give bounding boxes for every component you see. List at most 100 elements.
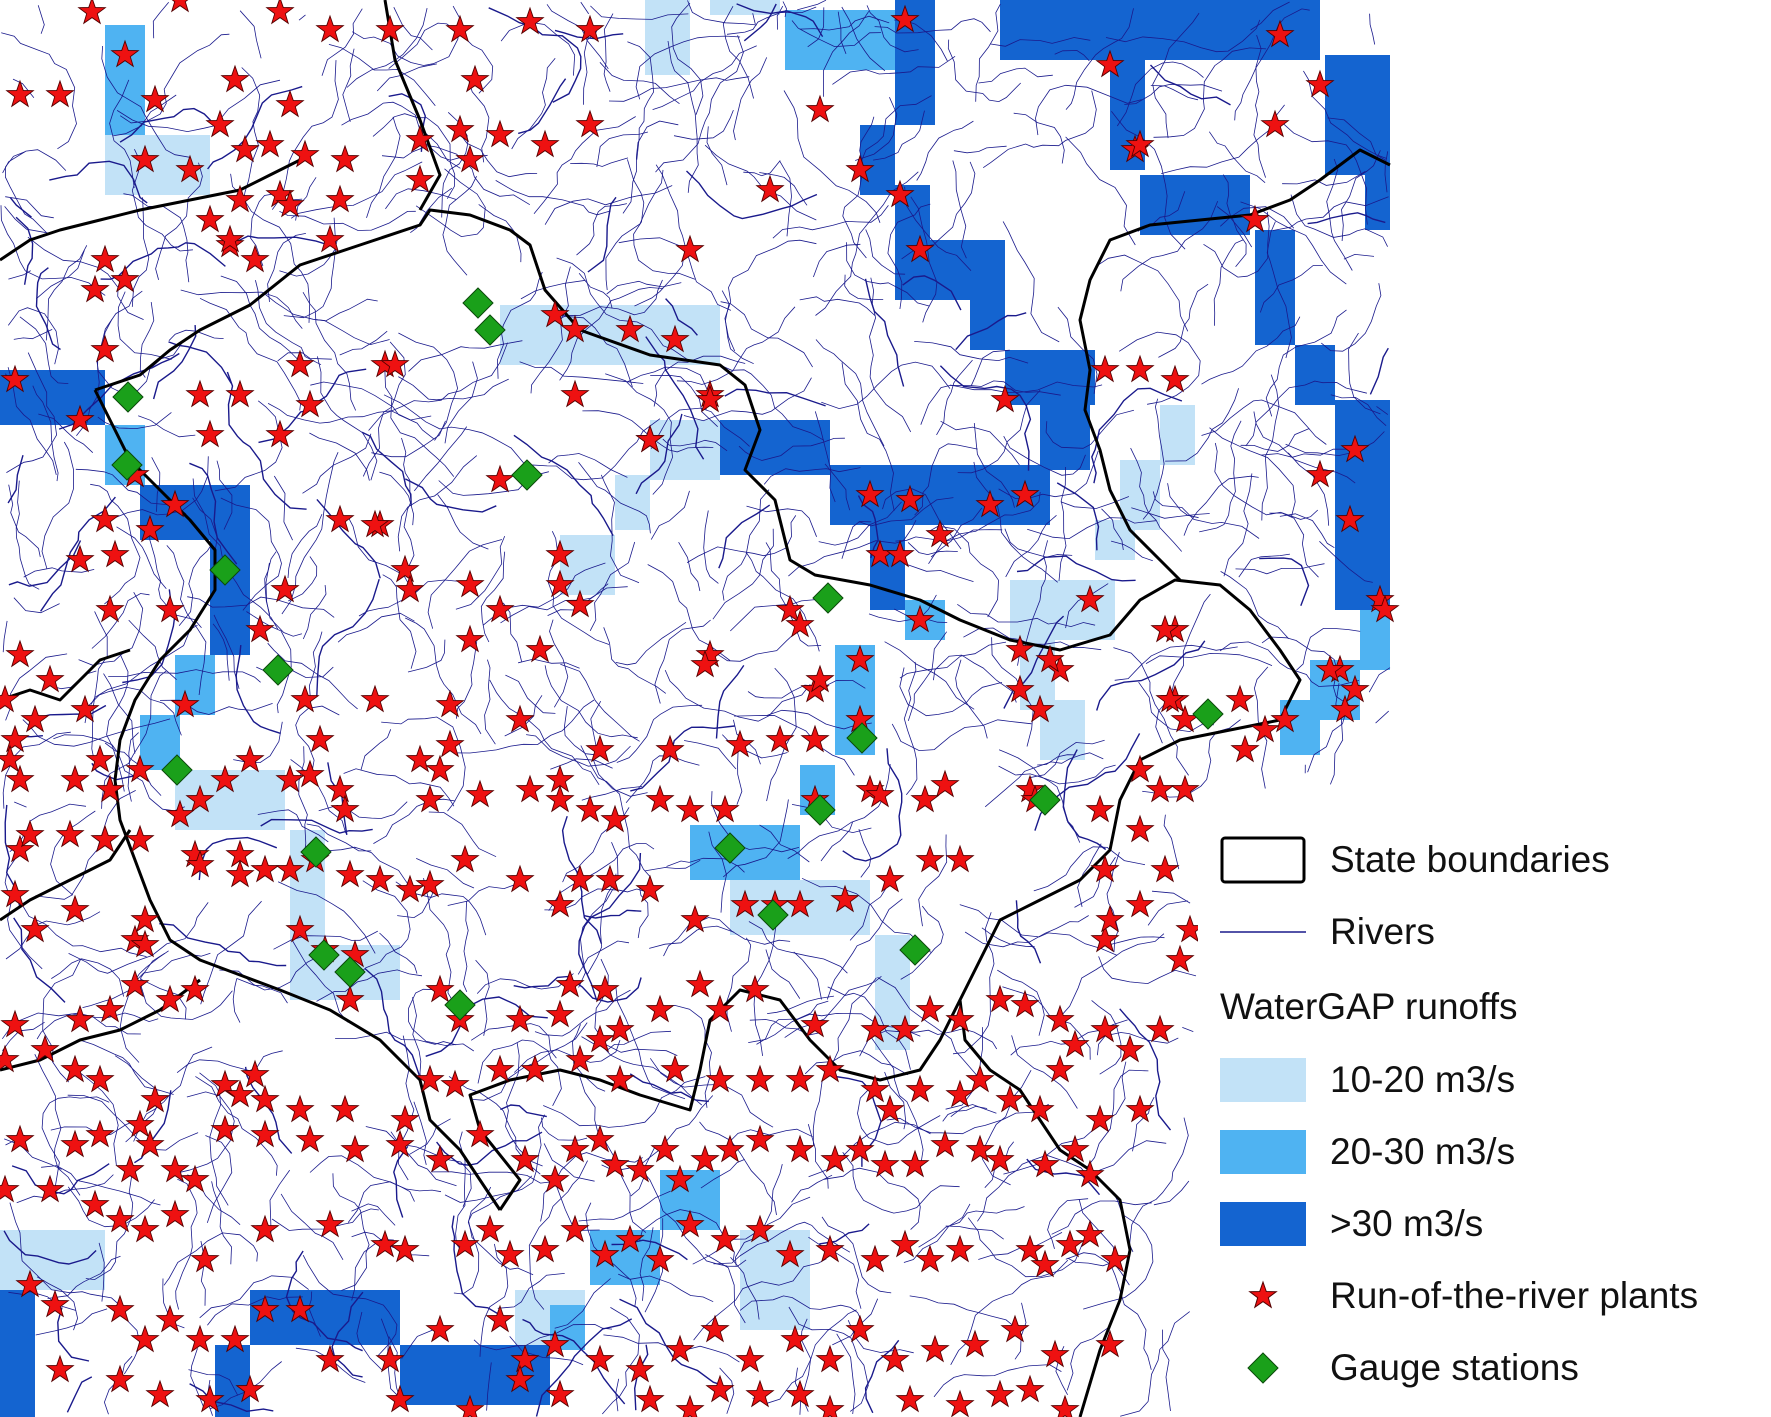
plant-star-icon: [871, 1150, 899, 1177]
plant-star-icon: [196, 420, 224, 447]
plant-star-icon: [61, 1055, 89, 1082]
river-segment: [35, 1308, 108, 1336]
plant-star-icon: [416, 785, 444, 812]
river-segment: [673, 109, 734, 140]
plant-star-icon: [66, 545, 94, 572]
river-segment: [8, 540, 82, 587]
river-segment: [410, 187, 453, 234]
river-segment: [401, 437, 415, 568]
river-segment: [747, 679, 866, 699]
runoff-cell: [1040, 405, 1090, 470]
plant-star-icon: [906, 1075, 934, 1102]
plant-star-icon: [486, 120, 514, 147]
plant-star-icon: [711, 795, 739, 822]
river-segment: [655, 35, 744, 173]
plant-star-icon: [601, 805, 629, 832]
river-segment: [663, 917, 791, 957]
river-segment: [1203, 211, 1270, 278]
river-segment: [722, 489, 770, 601]
river-segment: [603, 627, 667, 694]
river-segment: [549, 619, 569, 708]
river-segment: [1279, 513, 1335, 549]
river-segment: [1065, 136, 1136, 246]
river-segment: [57, 1307, 90, 1362]
plant-star-icon: [596, 865, 624, 892]
river-segment: [397, 455, 478, 552]
river-segment: [431, 1171, 556, 1184]
river-segment: [928, 491, 1041, 565]
river-segment: [13, 597, 60, 614]
plant-star-icon: [946, 1080, 974, 1107]
river-segment: [953, 145, 1007, 154]
river-segment: [1096, 640, 1206, 711]
runoff-cell: [1255, 230, 1295, 345]
plant-star-icon: [296, 1125, 324, 1152]
plant-star-icon: [601, 1150, 629, 1177]
plant-star-icon: [21, 915, 49, 942]
river-segment: [1162, 1329, 1171, 1412]
river-segment: [316, 319, 390, 346]
river-segment: [601, 1095, 714, 1172]
river-segment: [22, 718, 171, 747]
river-segment: [1287, 452, 1330, 526]
river-segment: [448, 1076, 541, 1175]
river-segment: [635, 413, 683, 495]
river-segment: [791, 20, 882, 48]
river-segment: [1265, 309, 1347, 417]
river-segment: [1155, 593, 1211, 744]
river-segment: [220, 275, 306, 373]
plant-star-icon: [1126, 890, 1154, 917]
river-segment: [1027, 517, 1156, 540]
river-segment: [1011, 1035, 1078, 1109]
plant-star-icon: [801, 725, 829, 752]
river-segment: [902, 275, 962, 311]
river-segment: [473, 1323, 613, 1351]
river-segment: [1061, 933, 1165, 1016]
river-segment: [135, 342, 183, 393]
legend-rivers: Rivers: [1220, 904, 1435, 960]
river-segment: [622, 120, 679, 214]
river-segment: [1326, 158, 1353, 271]
river-segment: [616, 704, 703, 763]
river-segment: [444, 1114, 545, 1203]
river-segment: [1261, 374, 1280, 521]
river-segment: [1005, 514, 1057, 578]
river-segment: [718, 504, 771, 569]
river-segment: [277, 352, 332, 362]
river-segment: [605, 169, 664, 291]
river-segment: [859, 1028, 998, 1057]
river-segment: [799, 15, 890, 31]
river-segment: [6, 352, 58, 473]
river-segment: [1035, 84, 1142, 136]
river-segment: [973, 461, 1058, 583]
river-segment: [583, 31, 598, 105]
river-segment: [884, 1071, 907, 1130]
river-segment: [207, 85, 303, 170]
river-segment: [1341, 150, 1381, 242]
river-segment: [667, 40, 699, 193]
runoff-cell: [1005, 350, 1095, 405]
plant-star-icon: [6, 765, 34, 792]
river-segment: [705, 1254, 746, 1324]
legend-label: Run-of-the-river plants: [1330, 1275, 1699, 1316]
river-segment: [975, 3, 1001, 102]
river-segment: [1077, 843, 1102, 907]
river-segment: [903, 1203, 971, 1263]
plant-star-icon: [251, 855, 279, 882]
river-segment: [27, 236, 144, 320]
river-segment: [955, 659, 988, 739]
plant-star-icon: [691, 1145, 719, 1172]
river-segment: [117, 291, 172, 360]
river-segment: [842, 1152, 960, 1214]
river-segment: [302, 585, 327, 640]
plant-star-icon: [1226, 685, 1254, 712]
river-segment: [627, 159, 696, 280]
state-boundary-line: [0, 158, 301, 262]
gauge-diamond-icon: [511, 459, 543, 491]
river-segment: [973, 423, 1015, 508]
river-segment: [168, 329, 224, 341]
river-segment: [91, 611, 108, 760]
river-segment: [989, 37, 1091, 47]
river-segment: [381, 145, 531, 206]
plant-star-icon: [546, 785, 574, 812]
